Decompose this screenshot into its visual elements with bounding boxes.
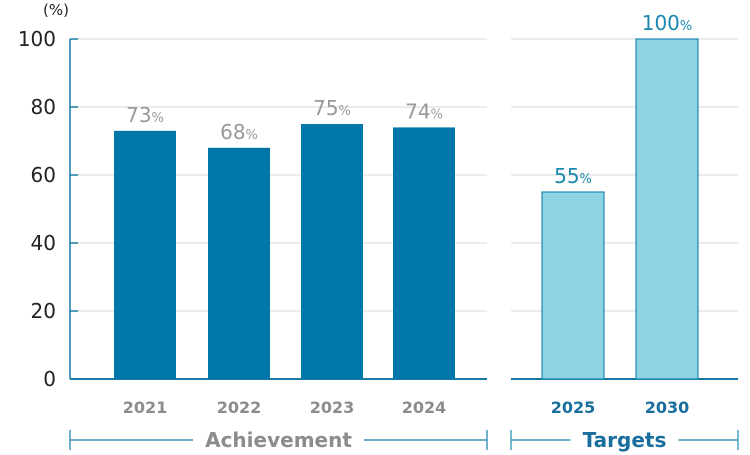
value-percent-sign: % xyxy=(580,172,592,187)
y-tick-label: 60 xyxy=(31,163,56,187)
value-number: 68 xyxy=(220,120,245,144)
y-tick-label: 80 xyxy=(31,95,56,119)
bar-2022 xyxy=(208,147,270,379)
category-label-2024: 2024 xyxy=(402,398,447,417)
y-tick-label: 40 xyxy=(31,231,56,255)
value-percent-sign: % xyxy=(680,19,692,34)
bar-2023 xyxy=(301,124,363,379)
bar-2030 xyxy=(635,38,699,380)
value-label-2024: 74% xyxy=(405,99,443,123)
y-tick-label: 20 xyxy=(31,299,56,323)
bars xyxy=(114,38,699,380)
value-percent-sign: % xyxy=(431,107,443,122)
value-number: 73 xyxy=(126,103,151,127)
value-label-2022: 68% xyxy=(220,120,258,144)
category-label-2030: 2030 xyxy=(645,398,690,417)
category-label-2023: 2023 xyxy=(310,398,355,417)
value-label-2030: 100% xyxy=(642,11,693,35)
y-tick-label: 100 xyxy=(18,27,56,51)
value-label-2023: 75% xyxy=(313,96,351,120)
value-percent-sign: % xyxy=(152,111,164,126)
value-number: 100 xyxy=(642,11,680,35)
y-axis-unit: (%) xyxy=(43,1,69,19)
value-label-2021: 73% xyxy=(126,103,164,127)
value-number: 55 xyxy=(554,164,579,188)
value-label-2025: 55% xyxy=(554,164,592,188)
bar-2021 xyxy=(114,130,176,379)
value-labels: 73%68%75% 74%55%100% xyxy=(126,11,692,188)
value-percent-sign: % xyxy=(339,104,351,119)
y-tick-label: 0 xyxy=(43,367,56,391)
value-percent-sign: % xyxy=(246,128,258,143)
bar-2024 xyxy=(393,127,455,380)
category-label-2025: 2025 xyxy=(551,398,596,417)
group-label-targets: Targets xyxy=(583,428,667,452)
y-axis-ticks: 0 20 40 60 80 100 xyxy=(18,27,78,391)
value-number: 75 xyxy=(313,96,338,120)
group-brackets: Achievement Targets xyxy=(69,428,739,452)
group-label-achievement: Achievement xyxy=(205,428,352,452)
category-label-2021: 2021 xyxy=(123,398,168,417)
value-number: 74 xyxy=(405,99,430,123)
x-axis-categories: 2021 2022 2023 2024 2025 2030 xyxy=(123,398,690,417)
category-label-2022: 2022 xyxy=(217,398,262,417)
bar-2025 xyxy=(541,191,605,380)
